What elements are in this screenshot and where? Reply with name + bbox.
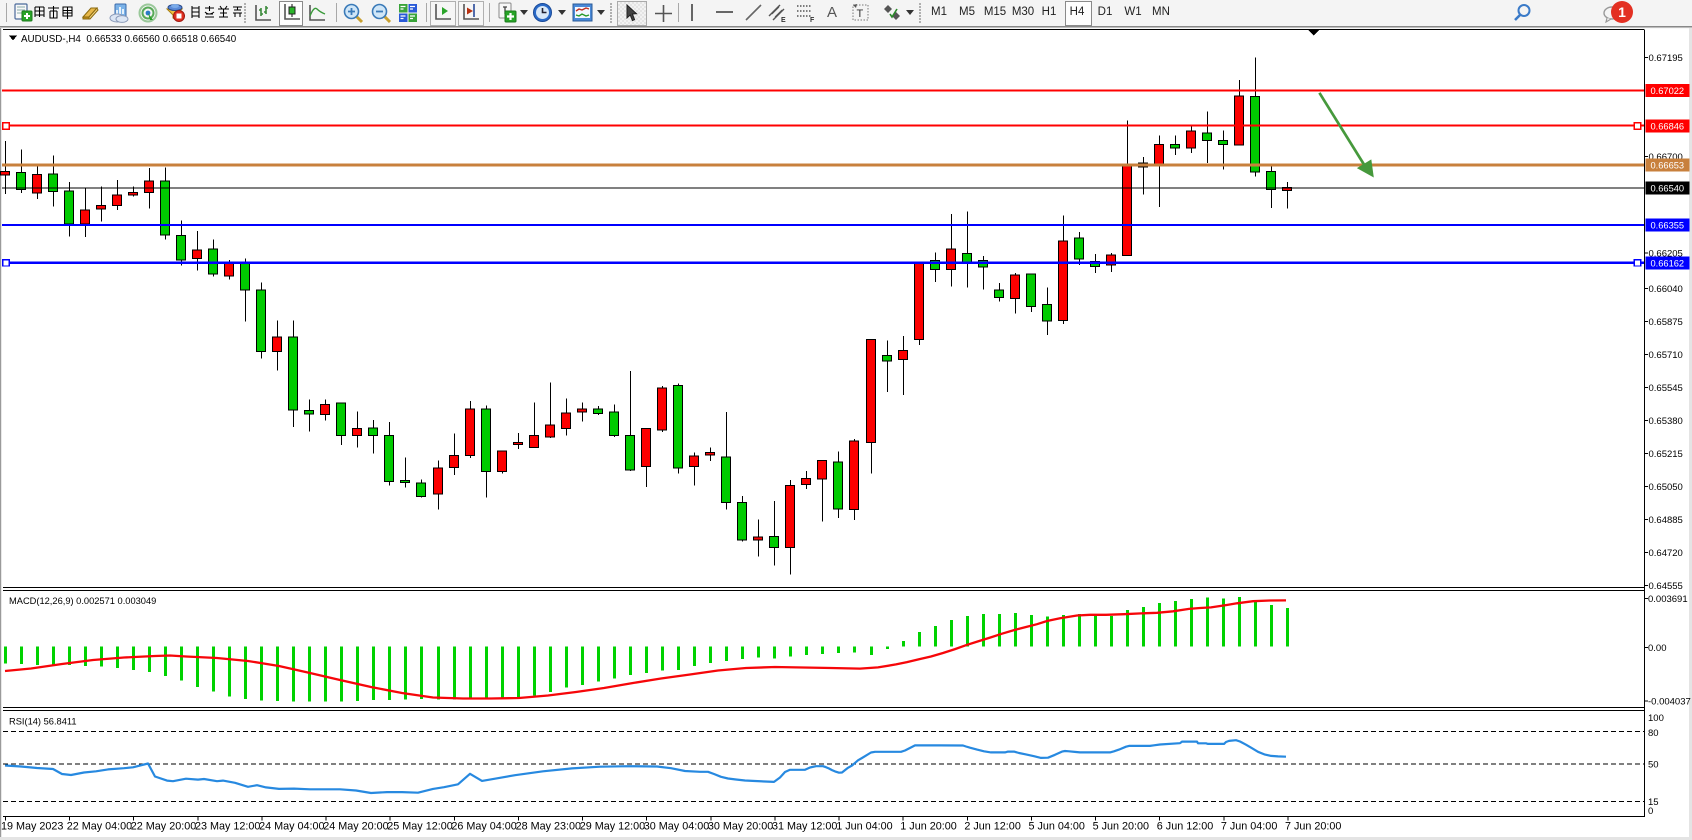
svg-text:0.00: 0.00 bbox=[1648, 643, 1667, 654]
svg-text:24 May 20:00: 24 May 20:00 bbox=[323, 821, 388, 833]
svg-text:26 May 04:00: 26 May 04:00 bbox=[451, 821, 516, 833]
svg-text:2 Jun 12:00: 2 Jun 12:00 bbox=[964, 821, 1020, 833]
svg-text:25 May 12:00: 25 May 12:00 bbox=[387, 821, 452, 833]
svg-text:23 May 12:00: 23 May 12:00 bbox=[195, 821, 260, 833]
svg-text:22 May 04:00: 22 May 04:00 bbox=[67, 821, 132, 833]
svg-text:0.66700: 0.66700 bbox=[1649, 152, 1683, 163]
svg-text:MACD(12,26,9) 0.002571 0.00304: MACD(12,26,9) 0.002571 0.003049 bbox=[9, 596, 156, 606]
svg-text:80: 80 bbox=[1648, 728, 1659, 739]
svg-text:6 Jun 12:00: 6 Jun 12:00 bbox=[1157, 821, 1213, 833]
svg-text:0.65050: 0.65050 bbox=[1649, 482, 1683, 493]
svg-text:7 Jun 04:00: 7 Jun 04:00 bbox=[1221, 821, 1277, 833]
svg-text:5 Jun 04:00: 5 Jun 04:00 bbox=[1029, 821, 1085, 833]
svg-text:0.64885: 0.64885 bbox=[1649, 515, 1683, 526]
svg-text:19 May 2023: 19 May 2023 bbox=[1, 821, 63, 833]
svg-text:7 Jun 20:00: 7 Jun 20:00 bbox=[1285, 821, 1341, 833]
svg-text:0.67022: 0.67022 bbox=[1651, 86, 1685, 96]
svg-text:0.66040: 0.66040 bbox=[1649, 284, 1683, 295]
svg-text:0.64555: 0.64555 bbox=[1649, 581, 1683, 592]
svg-text:28 May 23:00: 28 May 23:00 bbox=[516, 821, 581, 833]
svg-text:0.66355: 0.66355 bbox=[1651, 221, 1685, 231]
svg-text:0.66846: 0.66846 bbox=[1651, 122, 1685, 132]
svg-text:RSI(14) 56.8411: RSI(14) 56.8411 bbox=[9, 717, 77, 727]
svg-text:50: 50 bbox=[1648, 760, 1659, 771]
svg-text:0.65545: 0.65545 bbox=[1649, 383, 1683, 394]
svg-text:0.64720: 0.64720 bbox=[1649, 548, 1683, 559]
svg-text:T: T bbox=[857, 8, 864, 20]
svg-text:0.65875: 0.65875 bbox=[1649, 317, 1683, 328]
svg-text:0.65380: 0.65380 bbox=[1649, 416, 1683, 427]
svg-text:E: E bbox=[781, 17, 786, 23]
svg-text:30 May 20:00: 30 May 20:00 bbox=[708, 821, 773, 833]
svg-text:F: F bbox=[810, 17, 815, 23]
svg-text:0.67195: 0.67195 bbox=[1649, 53, 1683, 64]
svg-text:24 May 04:00: 24 May 04:00 bbox=[259, 821, 324, 833]
svg-text:0.66653: 0.66653 bbox=[1651, 161, 1685, 171]
svg-text:100: 100 bbox=[1648, 713, 1664, 724]
svg-text:0.003691: 0.003691 bbox=[1648, 594, 1688, 605]
svg-text:29 May 12:00: 29 May 12:00 bbox=[580, 821, 645, 833]
svg-text:0.66205: 0.66205 bbox=[1649, 248, 1683, 259]
svg-text:1 Jun 04:00: 1 Jun 04:00 bbox=[836, 821, 892, 833]
svg-text:5 Jun 20:00: 5 Jun 20:00 bbox=[1093, 821, 1149, 833]
svg-text:1 Jun 20:00: 1 Jun 20:00 bbox=[900, 821, 956, 833]
svg-text:0.66162: 0.66162 bbox=[1651, 258, 1685, 268]
svg-text:22 May 20:00: 22 May 20:00 bbox=[131, 821, 196, 833]
svg-text:30 May 04:00: 30 May 04:00 bbox=[644, 821, 709, 833]
svg-text:-0.004037: -0.004037 bbox=[1648, 696, 1691, 707]
svg-text:0.65710: 0.65710 bbox=[1649, 350, 1683, 361]
svg-text:31 May 12:00: 31 May 12:00 bbox=[772, 821, 837, 833]
svg-text:0: 0 bbox=[1648, 806, 1653, 817]
svg-text:0.65215: 0.65215 bbox=[1649, 449, 1683, 460]
svg-text:15: 15 bbox=[1648, 797, 1659, 808]
svg-text:0.66540: 0.66540 bbox=[1651, 183, 1685, 193]
svg-text:AUDUSD-,H4 0.66533 0.66560 0.: AUDUSD-,H4 0.66533 0.66560 0.66518 0.665… bbox=[21, 34, 237, 45]
